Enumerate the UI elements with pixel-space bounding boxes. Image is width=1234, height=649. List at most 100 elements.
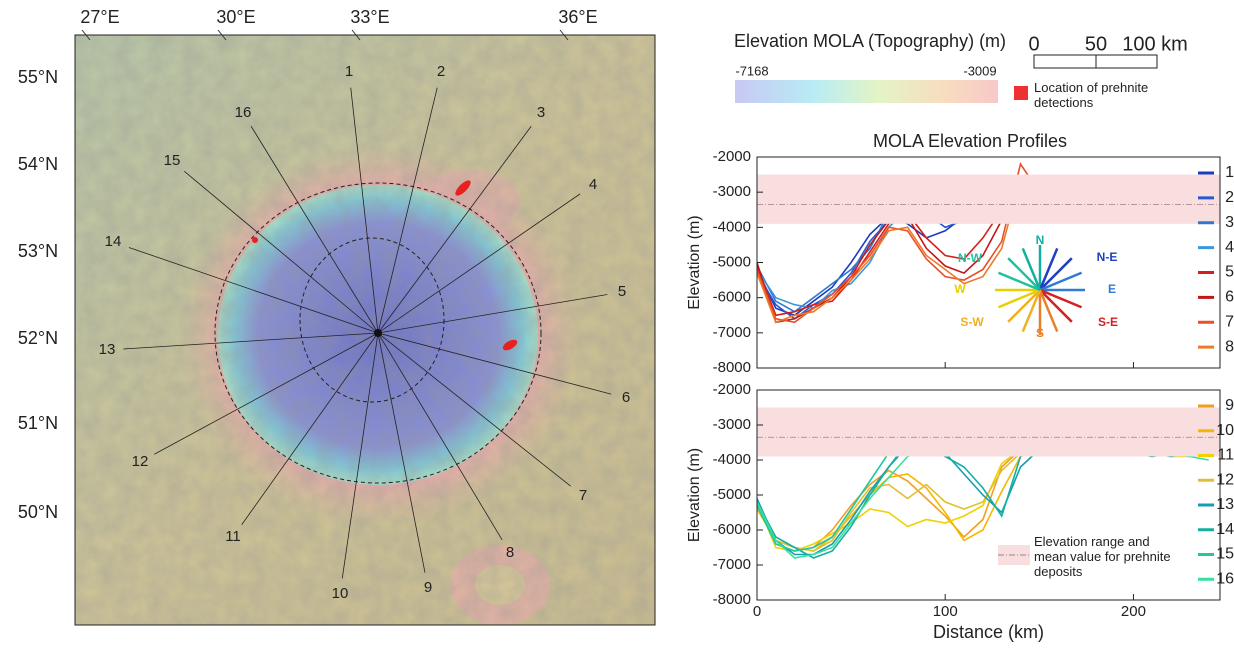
y-tick-label: -4000 — [713, 218, 751, 235]
profile-label: 3 — [537, 104, 545, 121]
legend-label: 4 — [1225, 239, 1234, 256]
crater-center — [374, 329, 382, 337]
x-tick-label: 200 — [1121, 603, 1146, 620]
legend-label: 9 — [1225, 397, 1234, 414]
profile-line — [377, 193, 581, 334]
y-tick-label: -7000 — [713, 324, 751, 341]
legend-label: 15 — [1216, 546, 1234, 563]
profile-line — [184, 171, 379, 334]
legend-label: 16 — [1216, 570, 1234, 587]
profile-label: 10 — [332, 585, 349, 602]
band-legend-text: Elevation range and mean value for prehn… — [1034, 534, 1171, 579]
lat-label: 55°N — [18, 67, 58, 87]
profile-label: 9 — [424, 579, 432, 596]
legend-label: 3 — [1225, 214, 1234, 231]
graticule-tick — [351, 29, 361, 41]
legend-label: 11 — [1217, 447, 1234, 464]
compass-spoke — [1038, 289, 1059, 333]
prehnite-band — [757, 174, 1220, 224]
legend-label: 7 — [1225, 313, 1234, 330]
scale-label: 100 km — [1122, 33, 1188, 55]
y-tick-label: -5000 — [713, 253, 751, 270]
lon-label: 27°E — [80, 7, 119, 27]
profile-line — [377, 332, 612, 395]
y-tick-label: -3000 — [713, 416, 751, 433]
legend-label: 1 — [1225, 164, 1234, 181]
compass-spoke — [997, 288, 1041, 309]
y-tick-label: -6000 — [713, 521, 751, 538]
colorbar-max: -3009 — [963, 63, 996, 78]
compass-spoke — [1007, 289, 1041, 323]
y-tick-label: -6000 — [713, 289, 751, 306]
profile-label: 7 — [579, 487, 587, 504]
prehnite-detection — [502, 339, 518, 351]
x-tick-label: 100 — [933, 603, 958, 620]
compass-label: N-E — [1097, 250, 1118, 264]
y-tick-label: -4000 — [713, 451, 751, 468]
lon-label: 36°E — [558, 7, 597, 27]
compass-label: S-E — [1098, 315, 1118, 329]
legend-label: 14 — [1216, 521, 1234, 538]
map — [75, 35, 655, 625]
profile-line — [154, 332, 379, 455]
scale-label: 0 — [1028, 33, 1039, 55]
graticule-tick — [81, 29, 91, 41]
legend-label: 5 — [1225, 264, 1234, 281]
profile-label: 15 — [164, 152, 181, 169]
legend-label: 12 — [1216, 471, 1234, 488]
profile-line — [377, 332, 426, 573]
profile-line — [377, 294, 608, 334]
profile-label: 1 — [345, 63, 353, 80]
profile-label: 8 — [506, 544, 514, 561]
compass-label: S — [1036, 326, 1044, 340]
compass-spoke — [1039, 289, 1073, 323]
legend-label: 2 — [1225, 189, 1234, 206]
colorbar-title: Elevation MOLA (Topography) (m) — [734, 31, 1006, 51]
y-axis-label: Elevation (m) — [686, 215, 703, 309]
legend-label: 10 — [1216, 422, 1234, 439]
profile-label: 16 — [235, 104, 252, 121]
detection-legend: Location of prehnite detections — [1034, 80, 1149, 110]
profile-line — [350, 87, 379, 334]
lon-label: 33°E — [350, 7, 389, 27]
detection-legend-text: Location of prehnite detections — [1034, 80, 1149, 110]
lon-label: 30°E — [216, 7, 255, 27]
compass-label: E — [1108, 282, 1116, 296]
prehnite-detection — [252, 237, 258, 243]
profile-label: 4 — [589, 176, 597, 193]
y-tick-label: -2000 — [713, 381, 751, 398]
legend-label: 8 — [1225, 338, 1234, 355]
legend-label: 6 — [1225, 289, 1234, 306]
x-tick-label: 0 — [753, 603, 761, 620]
compass-spoke — [1021, 289, 1042, 333]
lat-label: 54°N — [18, 154, 58, 174]
y-tick-label: -7000 — [713, 556, 751, 573]
graticule-tick — [217, 29, 227, 41]
profile-line — [377, 332, 503, 541]
compass-spoke — [1039, 288, 1083, 309]
compass-spoke — [1039, 257, 1073, 291]
compass-label: N — [1036, 233, 1045, 247]
y-tick-label: -8000 — [713, 591, 751, 608]
profile-line — [250, 125, 379, 334]
lat-label: 50°N — [18, 502, 58, 522]
compass-spoke — [1007, 257, 1041, 291]
profile-line — [123, 332, 379, 350]
compass-label: S-W — [960, 315, 984, 329]
profile-label: 5 — [618, 283, 626, 300]
map-frame — [74, 34, 656, 626]
lat-label: 53°N — [18, 241, 58, 261]
profile-label: 12 — [132, 453, 149, 470]
y-tick-label: -5000 — [713, 486, 751, 503]
prehnite-detection — [455, 180, 471, 196]
compass-label: W — [954, 282, 966, 296]
profile-line — [128, 247, 379, 334]
detection-swatch — [1014, 86, 1028, 100]
chart-title: MOLA Elevation Profiles — [873, 131, 1067, 151]
profile-line — [341, 332, 379, 579]
lat-label: 52°N — [18, 328, 58, 348]
profile-label: 14 — [105, 233, 122, 250]
colorbar-min: -7168 — [735, 63, 768, 78]
profile-line — [377, 87, 438, 334]
